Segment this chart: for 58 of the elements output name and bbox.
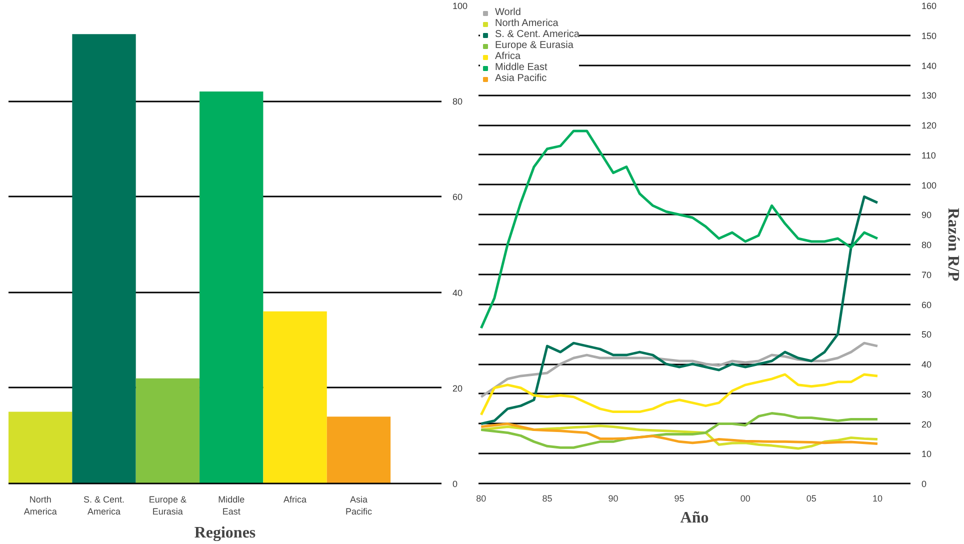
- bar: [72, 34, 136, 484]
- x-tick-label: Asia Pacific: [345, 494, 372, 516]
- y-tick-label: 150: [922, 30, 937, 41]
- y-tick-label: 70: [922, 270, 932, 280]
- y-tick-label: 0: [922, 479, 927, 489]
- y-tick-label: 160: [922, 1, 937, 11]
- x-tick-label: S. & Cent. America: [84, 494, 125, 516]
- x-tick-label: 90: [608, 494, 618, 504]
- y-tick-label: 40: [922, 360, 932, 370]
- y-tick-label: 130: [922, 90, 937, 101]
- x-tick-label: North America: [24, 494, 57, 516]
- y-tick-label: 90: [922, 210, 932, 220]
- y-tick-label: 30: [922, 389, 932, 400]
- y-tick-label: 80: [922, 240, 932, 250]
- legend-label: Asia Pacific: [495, 73, 547, 84]
- line-series: [480, 422, 879, 446]
- y-tick-label: 40: [452, 288, 463, 298]
- legend-label: S. & Cent. America: [495, 29, 580, 40]
- y-tick-label: 100: [922, 180, 937, 190]
- bar: [326, 416, 391, 484]
- y-tick-label: 0: [452, 479, 458, 489]
- y-tick-label: 50: [922, 330, 932, 340]
- legend-label: World: [495, 7, 521, 18]
- x-tick-label: 95: [674, 494, 684, 504]
- legend-label: Africa: [495, 51, 521, 62]
- x-tick-label: Europe & Eurasia: [148, 494, 186, 516]
- bar: [136, 378, 200, 484]
- y-tick-label: 100: [452, 1, 468, 11]
- x-tick-label: 10: [872, 494, 882, 504]
- y-tick-label: 120: [922, 120, 937, 130]
- x-tick-label: Africa: [284, 494, 307, 504]
- y-tick-label: 60: [922, 300, 932, 310]
- y-tick-label: 20: [452, 383, 463, 394]
- y-tick-label: 60: [452, 192, 463, 202]
- x-tick-label: 00: [740, 494, 750, 504]
- y-tick-label: 20: [922, 419, 932, 430]
- legend-label: Middle East: [495, 62, 548, 73]
- line-series: [480, 130, 879, 330]
- line-series: [480, 373, 879, 416]
- y-axis-title: Razón R/P: [944, 208, 962, 282]
- legend-label: North America: [495, 18, 558, 29]
- y-tick-label: 110: [922, 150, 936, 160]
- x-tick-label: 05: [806, 494, 816, 504]
- y-tick-label: 80: [452, 96, 463, 107]
- y-tick-label: 140: [922, 60, 937, 71]
- line-series: [480, 412, 879, 449]
- x-tick-label: 80: [476, 494, 486, 504]
- legend-label: Europe & Eurasia: [495, 40, 574, 51]
- y-tick-label: 10: [922, 449, 932, 460]
- x-tick-label: Middle East: [218, 494, 245, 516]
- bar: [263, 311, 327, 484]
- line-series: [480, 195, 879, 425]
- x-axis-title: Año: [680, 510, 709, 526]
- x-axis-title: Regiones: [194, 524, 256, 542]
- bar: [200, 92, 264, 484]
- x-tick-label: 85: [542, 494, 552, 504]
- line-series: [480, 342, 879, 398]
- bar: [8, 412, 72, 484]
